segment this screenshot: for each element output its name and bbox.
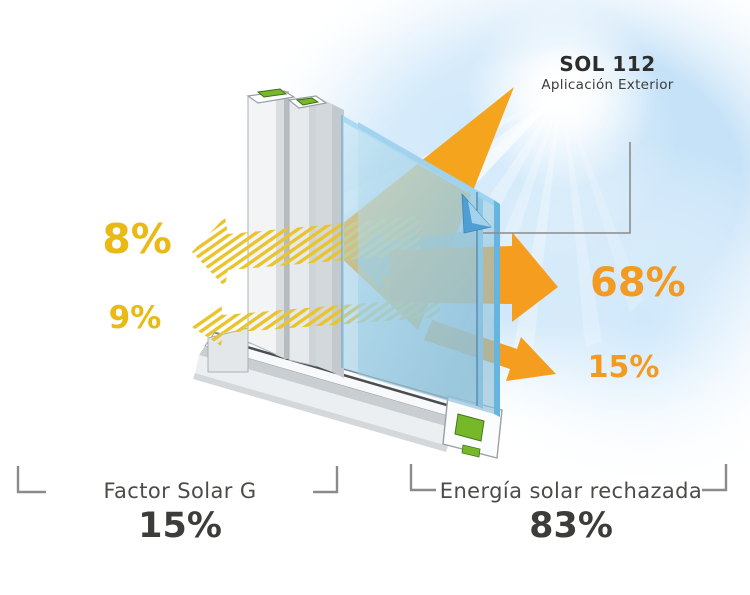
bracket-right-open <box>409 464 436 492</box>
metric-solar-factor-label: Factor Solar G <box>103 479 257 503</box>
metric-solar-factor-value: 15% <box>138 506 222 546</box>
insulation-core <box>295 97 320 106</box>
metric-rejected-energy-label: Energía solar rechazada <box>439 479 703 503</box>
annotation-lines <box>16 142 728 494</box>
flow-label-reflected-outside: 68% <box>590 260 686 306</box>
flow-label-reemitted-inside: 8% <box>102 215 172 263</box>
double-glass-pane <box>341 115 500 417</box>
flow-label-reemitted-outside: 15% <box>587 350 660 385</box>
insulation-core <box>256 88 288 98</box>
product-application: Aplicación Exterior <box>541 77 674 93</box>
metric-rejected-energy: Energía solar rechazada 83% <box>425 479 717 546</box>
product-name: SOL 112 <box>559 52 656 76</box>
solar-film-peel-corner <box>461 192 492 234</box>
bracket-left-open <box>16 466 46 494</box>
metric-solar-factor: Factor Solar G 15% <box>20 479 340 546</box>
bracket-right-close <box>702 464 728 492</box>
flow-label-transmitted-inside: 9% <box>108 300 162 336</box>
bracket-left-close <box>313 466 339 494</box>
frame-sill <box>193 327 503 459</box>
product-header: SOL 112 Aplicación Exterior <box>495 52 720 93</box>
metric-rejected-energy-value: 83% <box>529 506 613 546</box>
film-leader-line <box>483 142 631 234</box>
